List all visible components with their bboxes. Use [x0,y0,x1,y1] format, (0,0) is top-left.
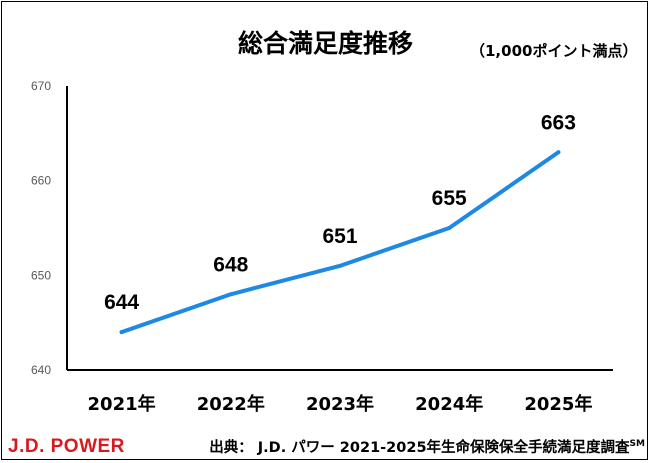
x-tick-label: 2023年 [306,393,374,415]
data-point [228,292,233,297]
y-tick-label: 660 [31,174,51,188]
jd-power-logo: J.D. POWER [8,436,125,457]
y-tick-label: 650 [31,268,51,282]
data-point [556,150,561,155]
x-tick-label: 2022年 [197,393,265,415]
y-tick-label: 670 [31,79,51,93]
data-point [119,330,124,335]
x-tick-label: 2021年 [88,393,156,415]
chart-title: 総合満足度推移 [237,29,413,58]
data-point [447,226,452,230]
data-label: 655 [432,187,467,210]
data-label: 663 [541,111,576,134]
data-label: 644 [104,291,139,314]
data-label: 651 [322,225,357,248]
source-text: 出典： J.D. パワー 2021-2025年生命保険保全手続満足度調査 [209,440,630,456]
service-mark: SM [629,439,645,450]
y-tick-label: 640 [31,363,51,377]
data-label: 648 [213,253,248,276]
x-tick-label: 2024年 [415,393,483,415]
source-note: 出典： J.D. パワー 2021-2025年生命保険保全手続満足度調査SM [209,436,645,457]
unit-note: （1,000ポイント満点） [470,42,638,60]
x-tick-label: 2025年 [524,393,592,415]
data-point [338,263,342,268]
